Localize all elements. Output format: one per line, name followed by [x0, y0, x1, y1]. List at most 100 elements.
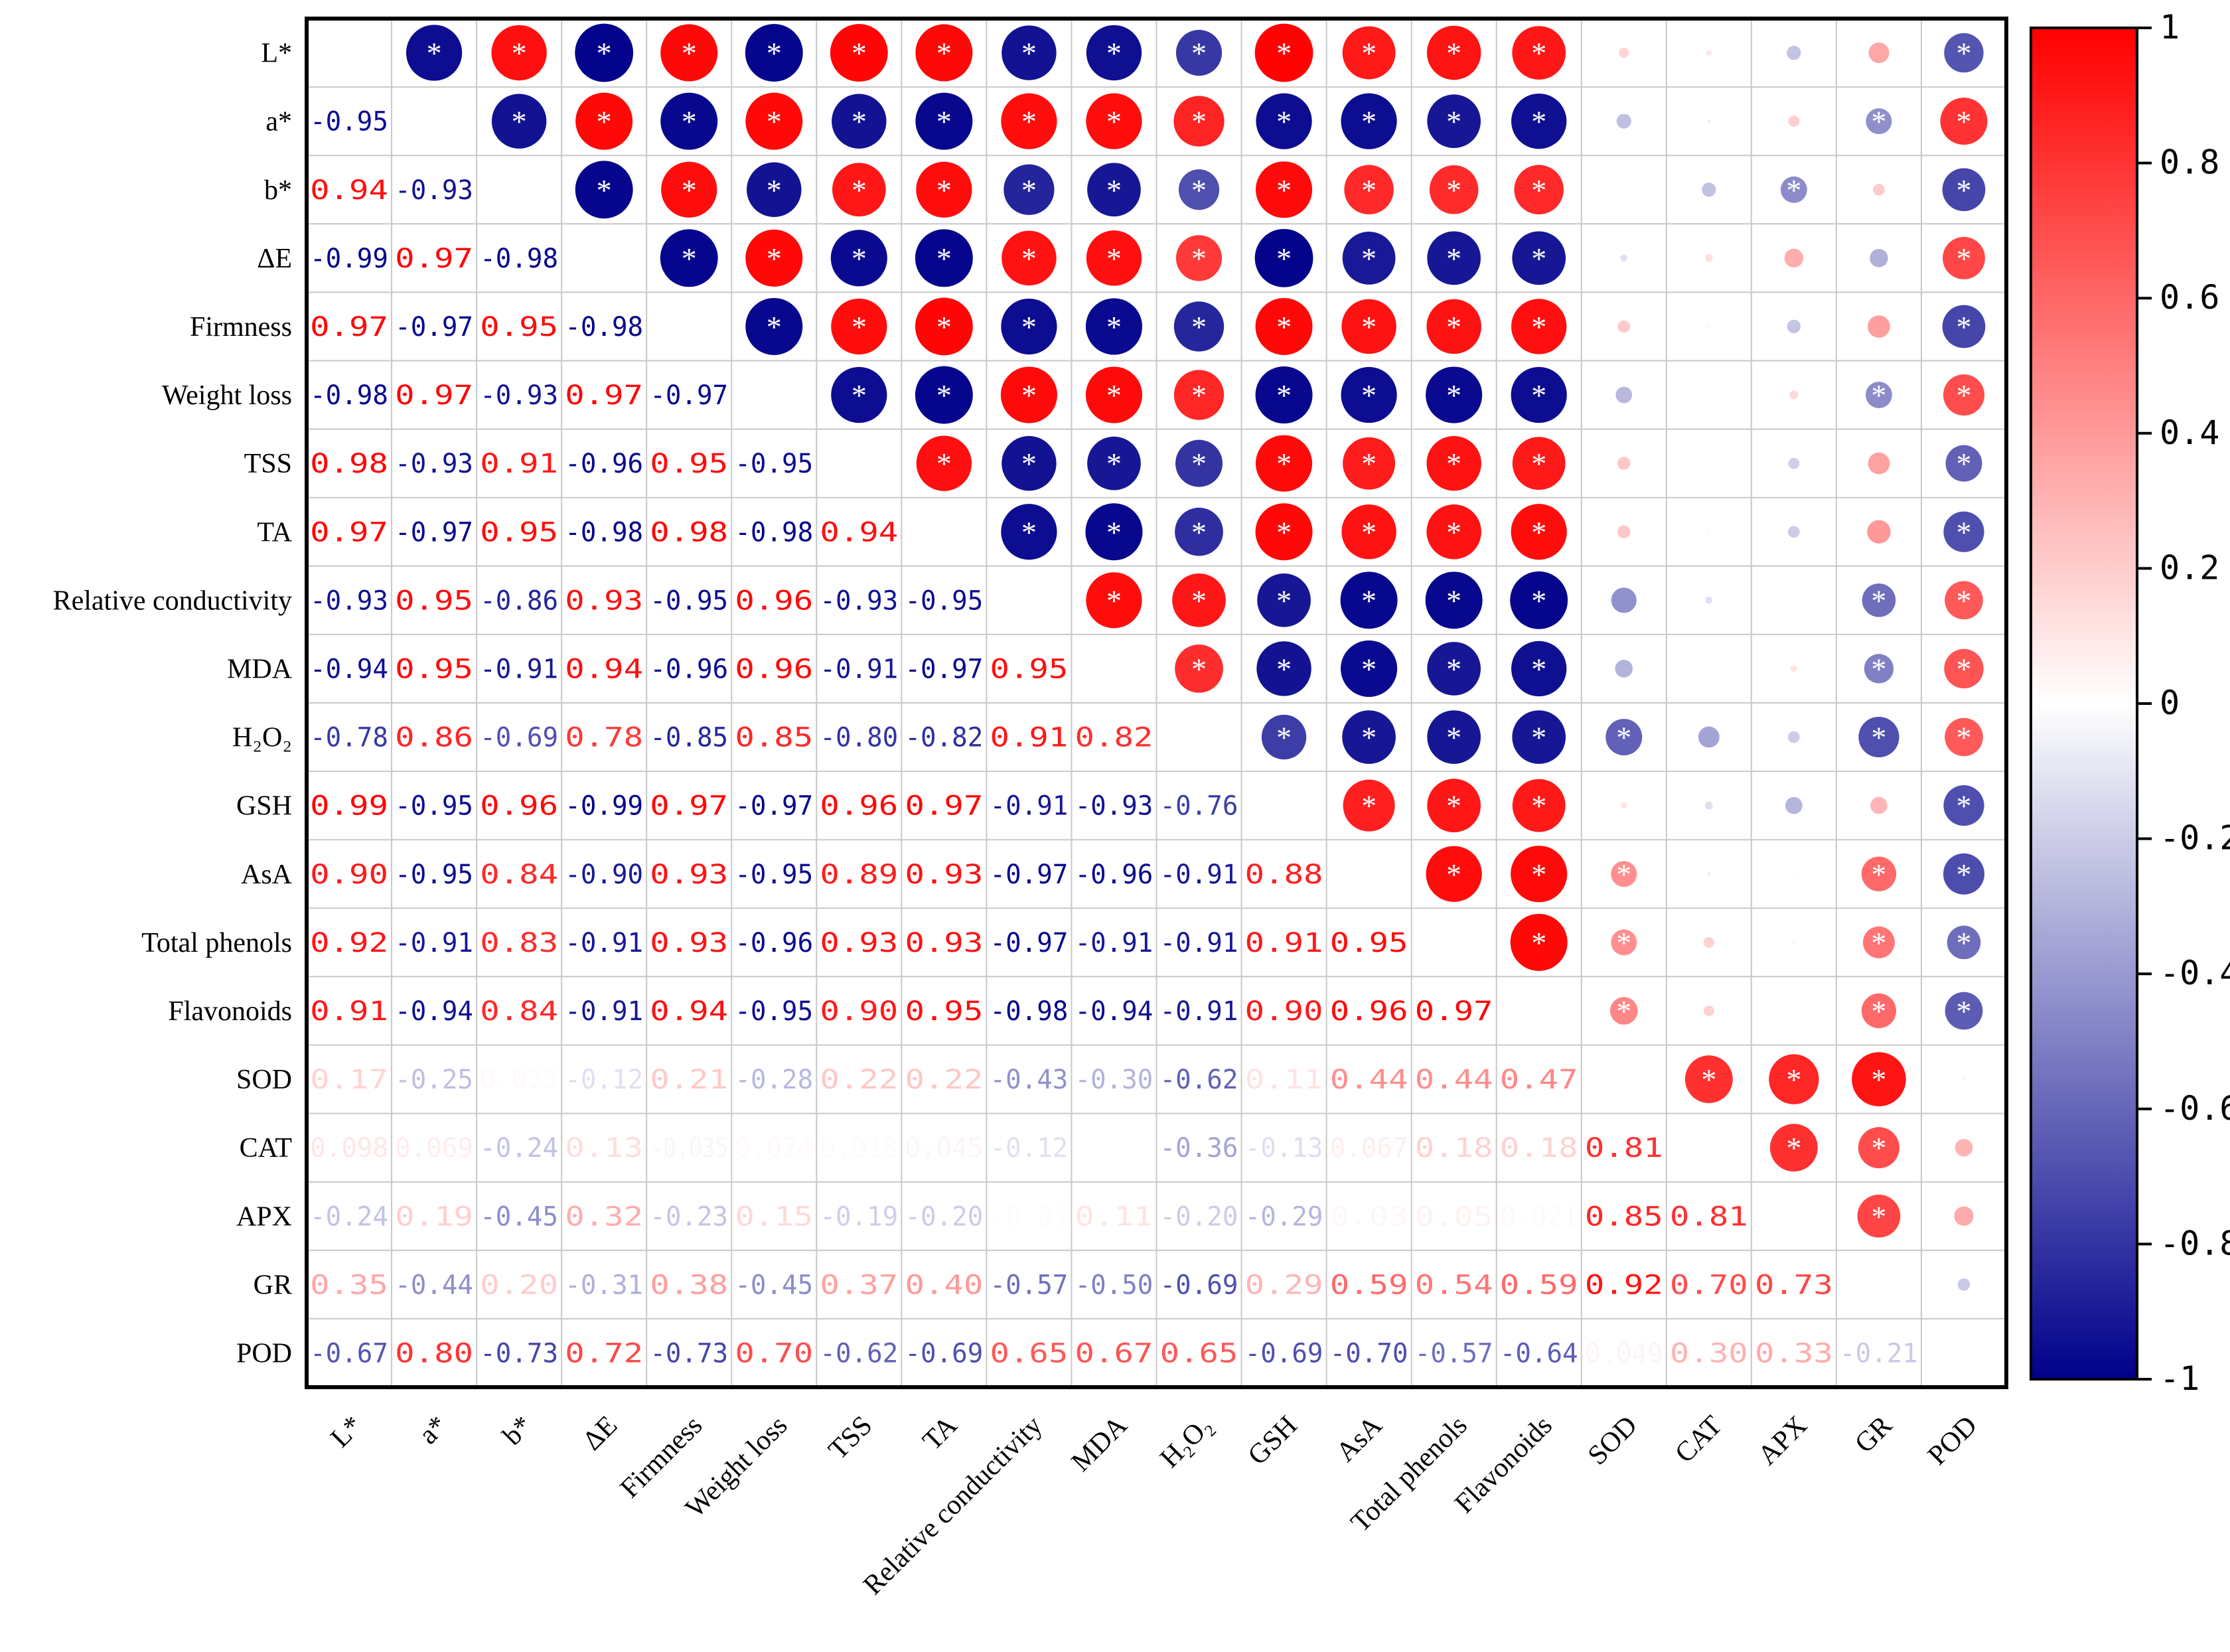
significance-marker: *	[1956, 583, 1971, 617]
correlation-value: 0.021	[1500, 1201, 1578, 1232]
row-label: a*	[265, 107, 292, 137]
correlation-value: -0.82	[905, 723, 983, 753]
correlation-circle	[1427, 779, 1481, 832]
correlation-value: -0.21	[1840, 1338, 1918, 1369]
correlation-circle	[1511, 366, 1567, 423]
correlation-value: -0.43	[990, 1065, 1069, 1095]
correlation-circle	[1175, 29, 1223, 76]
correlation-circle	[1611, 587, 1637, 613]
row-label: Weight loss	[162, 380, 292, 411]
correlation-circle	[1622, 188, 1625, 191]
correlation-circle	[1702, 183, 1716, 197]
correlation-circle	[1426, 846, 1482, 902]
correlation-value: -0.57	[1415, 1338, 1493, 1369]
correlation-circle	[1942, 168, 1986, 212]
correlation-value: 0.024	[735, 1133, 813, 1164]
correlation-circle	[1425, 571, 1483, 629]
significance-marker: *	[1786, 1131, 1801, 1165]
significance-marker: *	[1956, 789, 1971, 823]
significance-marker: *	[1871, 994, 1886, 1028]
column-label: APX	[1752, 1410, 1813, 1471]
correlation-value: 0.98	[650, 517, 728, 548]
significance-marker: *	[1361, 652, 1376, 686]
significance-marker: *	[1871, 652, 1886, 686]
correlation-value: 0.97	[310, 517, 388, 548]
correlation-value: 0.93	[905, 860, 983, 890]
correlation-value: 0.96	[1330, 996, 1408, 1027]
correlation-value: 0.95	[480, 517, 558, 548]
significance-marker: *	[597, 37, 612, 70]
significance-marker: *	[1956, 515, 1971, 549]
significance-marker: *	[1956, 173, 1971, 207]
correlation-value: -0.94	[310, 654, 388, 684]
correlation-value: -0.25	[395, 1065, 473, 1095]
correlation-value: 0.19	[395, 1201, 473, 1232]
correlation-circle	[1787, 45, 1801, 60]
correlation-circle	[1512, 437, 1566, 490]
correlation-value: -0.28	[735, 1065, 813, 1095]
significance-marker: *	[1701, 1063, 1716, 1096]
significance-marker: *	[1276, 721, 1292, 755]
correlation-value: -0.69	[1160, 1270, 1238, 1300]
significance-marker: *	[852, 242, 867, 275]
row-label: GSH	[236, 791, 292, 822]
correlation-circle	[1705, 801, 1713, 810]
correlation-circle	[916, 435, 972, 491]
correlation-circle	[1173, 370, 1225, 420]
correlation-circle	[1256, 93, 1312, 149]
correlation-value: -0.96	[650, 654, 728, 684]
plot-frame	[305, 17, 2008, 1389]
correlation-value: -0.95	[650, 585, 728, 616]
significance-marker: *	[1446, 37, 1461, 70]
correlation-value: 0.59	[1330, 1270, 1408, 1300]
correlation-circle	[1707, 394, 1710, 397]
significance-marker: *	[1446, 310, 1461, 344]
correlation-circle	[1864, 654, 1894, 684]
correlation-circle	[1175, 507, 1223, 556]
correlation-circle	[1511, 93, 1567, 149]
correlation-circle	[1703, 1005, 1714, 1016]
correlation-value: 0.84	[480, 996, 558, 1027]
correlation-value: 0.97	[395, 380, 473, 411]
correlation-circle	[1512, 710, 1566, 764]
correlation-circle	[1620, 254, 1628, 262]
significance-marker: *	[1531, 583, 1546, 617]
correlation-circle	[1427, 710, 1481, 764]
correlation-circle	[1002, 230, 1057, 286]
significance-marker: *	[936, 173, 952, 207]
correlation-value: -0.91	[990, 791, 1069, 822]
correlation-value: 0.86	[395, 723, 473, 753]
column-label: MDA	[1066, 1410, 1134, 1477]
correlation-value: 0.73	[1755, 1270, 1833, 1300]
correlation-value: 0.95	[990, 654, 1069, 684]
correlation-circle	[1426, 504, 1481, 560]
significance-marker: *	[1871, 583, 1886, 617]
significance-marker: *	[1191, 310, 1207, 344]
significance-marker: *	[1531, 515, 1546, 549]
correlation-circle	[1086, 93, 1142, 149]
column-label: a*	[413, 1410, 454, 1451]
correlation-value: 0.29	[1245, 1270, 1323, 1300]
correlation-circle	[1942, 305, 1986, 348]
correlation-circle	[1787, 319, 1801, 334]
significance-marker: *	[1361, 242, 1376, 275]
correlation-value: 0.20	[480, 1270, 558, 1300]
significance-marker: *	[1106, 583, 1122, 617]
correlation-value: 0.95	[650, 449, 728, 479]
correlation-value: 0.069	[395, 1133, 473, 1164]
row-label: b*	[264, 175, 292, 206]
correlation-circle	[1085, 366, 1143, 423]
row-label: POD	[236, 1338, 292, 1369]
correlation-value: -0.64	[1500, 1338, 1578, 1369]
significance-marker: *	[1276, 310, 1292, 344]
correlation-circle	[1426, 299, 1481, 354]
correlation-circle	[1254, 23, 1313, 82]
significance-marker: *	[1871, 105, 1886, 139]
significance-marker: *	[682, 105, 697, 139]
significance-marker: *	[1531, 447, 1546, 481]
correlation-circle	[1512, 26, 1566, 80]
significance-marker: *	[682, 37, 697, 70]
correlation-value: -0.97	[395, 312, 473, 342]
significance-marker: *	[1021, 105, 1037, 139]
correlation-circle	[1705, 597, 1713, 604]
